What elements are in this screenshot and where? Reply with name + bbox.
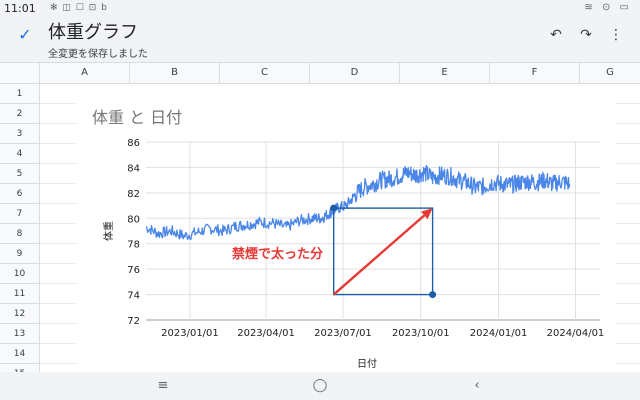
status-time: 11:01 xyxy=(4,2,36,15)
column-header-f[interactable]: F xyxy=(490,63,580,83)
row-header-2[interactable]: 2 xyxy=(0,104,40,124)
column-header-a[interactable]: A xyxy=(40,63,130,83)
undo-icon[interactable]: ↶ xyxy=(550,27,562,43)
more-options-icon[interactable]: ⋮ xyxy=(609,27,623,43)
select-all-corner[interactable] xyxy=(0,63,40,83)
system-icons: ≋ ⊙ ▭ xyxy=(584,2,632,13)
column-header-b[interactable]: B xyxy=(130,63,220,83)
row-header-10[interactable]: 10 xyxy=(0,264,40,284)
row-header-7[interactable]: 7 xyxy=(0,204,40,224)
row-header-14[interactable]: 14 xyxy=(0,344,40,364)
save-status: 全変更を保存しました xyxy=(48,49,148,60)
row-header-4[interactable]: 4 xyxy=(0,144,40,164)
chart-container[interactable] xyxy=(76,90,616,372)
document-title[interactable]: 体重グラフ xyxy=(48,22,138,43)
row-header-3[interactable]: 3 xyxy=(0,124,40,144)
recent-apps-icon[interactable]: ≡ xyxy=(157,378,169,393)
notification-icons: ✻ ◫ ☐ ⊡ b xyxy=(50,3,108,13)
android-nav-bar: ≡ ◯ ‹ xyxy=(0,372,640,400)
home-icon[interactable]: ◯ xyxy=(312,378,328,393)
done-check-icon[interactable]: ✓ xyxy=(18,25,32,44)
row-header-12[interactable]: 12 xyxy=(0,304,40,324)
chart-title: 体重 と 日付 xyxy=(92,108,183,127)
column-header-g[interactable]: G xyxy=(606,67,614,78)
column-header-row: A B C D E F G xyxy=(0,62,640,84)
row-header-1[interactable]: 1 xyxy=(0,84,40,104)
row-header-13[interactable]: 13 xyxy=(0,324,40,344)
row-header-6[interactable]: 6 xyxy=(0,184,40,204)
back-icon[interactable]: ‹ xyxy=(474,378,480,393)
column-header-d[interactable]: D xyxy=(310,63,400,83)
column-header-e[interactable]: E xyxy=(400,63,490,83)
column-header-c[interactable]: C xyxy=(220,63,310,83)
row-header-9[interactable]: 9 xyxy=(0,244,40,264)
redo-icon[interactable]: ↷ xyxy=(580,27,592,43)
app-bar: ✓ 体重グラフ 全変更を保存しました ↶ ↷ ⋮ xyxy=(0,18,640,62)
row-header-5[interactable]: 5 xyxy=(0,164,40,184)
status-bar: 11:01 ✻ ◫ ☐ ⊡ b ≋ ⊙ ▭ xyxy=(0,0,640,18)
row-header-8[interactable]: 8 xyxy=(0,224,40,244)
row-header-11[interactable]: 11 xyxy=(0,284,40,304)
